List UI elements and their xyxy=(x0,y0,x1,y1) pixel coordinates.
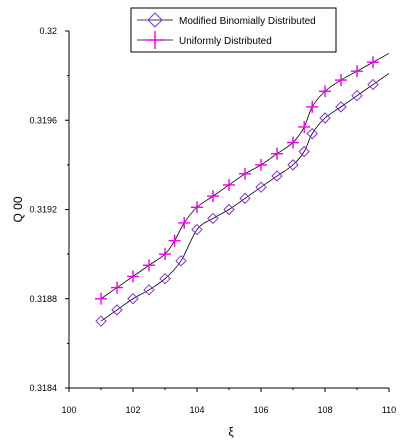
data-point xyxy=(168,234,181,247)
data-point xyxy=(127,293,139,305)
x-axis: 100 102 104 106 108 110 xyxy=(61,388,396,415)
data-point xyxy=(306,127,318,140)
data-point xyxy=(367,56,379,69)
y-tick-label: 0.3192 xyxy=(29,205,57,215)
y-tick-label: 0.3188 xyxy=(29,294,57,304)
data-point xyxy=(319,85,331,98)
data-point xyxy=(95,315,107,327)
data-point xyxy=(127,270,139,283)
legend-plus-marker xyxy=(146,31,164,49)
y-tick-label: 0.3184 xyxy=(29,383,57,393)
legend-entry: Modified Binomially Distributed xyxy=(137,12,316,28)
data-point xyxy=(298,120,311,133)
data-point xyxy=(239,192,251,205)
legend: Modified Binomially Distributed Uniformly… xyxy=(130,7,337,53)
data-point xyxy=(143,259,155,272)
data-point xyxy=(175,255,187,267)
data-point xyxy=(191,201,203,214)
data-point xyxy=(367,78,379,91)
data-point xyxy=(271,170,283,182)
legend-entries: Modified Binomially Distributed Uniformly… xyxy=(137,12,316,49)
data-point xyxy=(207,212,219,225)
data-point xyxy=(223,203,235,216)
data-point xyxy=(335,74,347,87)
data-point xyxy=(239,167,251,180)
series-2 xyxy=(95,52,390,305)
legend-box xyxy=(130,7,337,53)
series-1 xyxy=(95,73,390,327)
y-axis-label: Q 00 xyxy=(11,196,25,222)
x-tick-label: 100 xyxy=(61,405,76,415)
data-point xyxy=(287,159,299,171)
data-point xyxy=(95,292,107,305)
data-point xyxy=(255,181,267,193)
data-point xyxy=(111,281,123,294)
data-point xyxy=(287,136,299,149)
data-point xyxy=(159,272,171,285)
x-tick-label: 102 xyxy=(125,405,140,415)
x-tick-label: 110 xyxy=(382,405,396,415)
data-point xyxy=(207,190,219,203)
series-line xyxy=(100,73,390,322)
series-layer xyxy=(95,52,390,327)
legend-diamond-marker xyxy=(147,12,163,28)
y-tick-label: 0.3196 xyxy=(29,115,57,125)
data-point xyxy=(271,147,283,160)
y-tick-label: 0.32 xyxy=(39,26,57,36)
data-point xyxy=(111,304,123,316)
legend-entry: Uniformly Distributed xyxy=(137,31,272,49)
y-axis: 0.3184 0.3188 0.3192 0.3196 0.32 xyxy=(29,26,69,393)
x-tick-label: 108 xyxy=(317,405,332,415)
data-point xyxy=(351,65,363,78)
data-point xyxy=(255,158,267,171)
data-point xyxy=(223,178,235,191)
data-point xyxy=(351,89,363,102)
data-point xyxy=(306,100,319,113)
data-point xyxy=(143,284,155,296)
data-point xyxy=(335,101,347,113)
data-point xyxy=(178,216,191,229)
data-point xyxy=(159,248,171,261)
data-point xyxy=(191,223,203,236)
legend-label: Modified Binomially Distributed xyxy=(179,16,316,27)
data-point xyxy=(319,112,331,124)
legend-label: Uniformly Distributed xyxy=(179,36,272,47)
x-tick-label: 104 xyxy=(189,405,204,415)
data-point xyxy=(298,145,310,158)
x-axis-label: ξ xyxy=(228,425,234,439)
x-tick-label: 106 xyxy=(253,405,268,415)
